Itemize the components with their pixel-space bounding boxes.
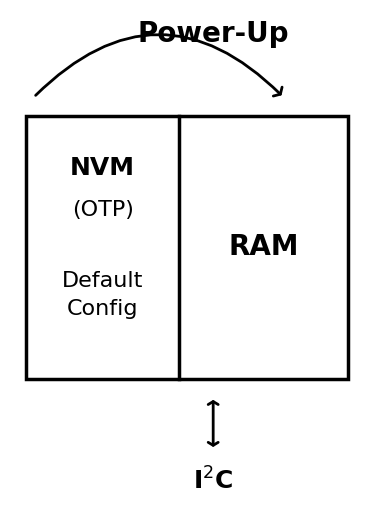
Text: NVM: NVM xyxy=(70,156,135,180)
Bar xyxy=(26,116,348,379)
Text: Default
Config: Default Config xyxy=(62,270,143,319)
Text: Power-Up: Power-Up xyxy=(137,20,289,48)
Text: RAM: RAM xyxy=(228,233,299,261)
Text: (OTP): (OTP) xyxy=(72,200,134,220)
Text: I$^2$C: I$^2$C xyxy=(193,468,233,495)
